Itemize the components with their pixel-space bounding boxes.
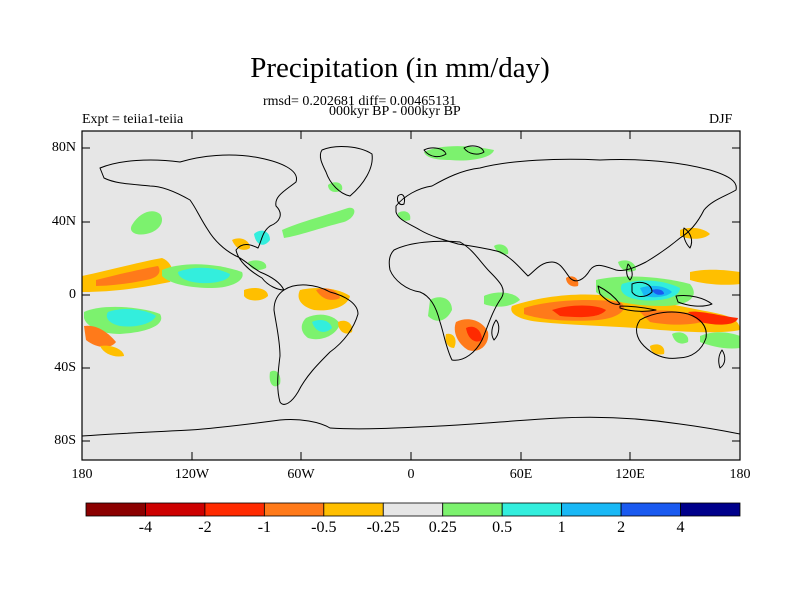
season-label: DJF [709, 112, 733, 127]
anomaly-orange-scs [566, 276, 579, 287]
colorbar-swatch [323, 502, 384, 517]
colorbar-swatch [204, 502, 265, 517]
colorbar-swatch [561, 502, 622, 517]
anomaly-cyan-brazil [312, 320, 332, 332]
lon-label-120e: 120E [615, 467, 645, 482]
lon-label-60e: 60E [509, 467, 533, 482]
colorbar-swatch [145, 502, 206, 517]
coastline-australia [636, 311, 707, 359]
anomaly-orange-south-pacific [84, 325, 116, 348]
colorbar-swatch [85, 502, 146, 517]
anomaly-orange-eq-atlantic [316, 288, 340, 300]
colorbar-swatch [620, 502, 681, 517]
anomaly-orange-south-atlantic [338, 320, 353, 334]
coastline-north-america [99, 154, 297, 291]
anomaly-red-indian-ocean [552, 305, 606, 318]
anomaly-green-mideast [494, 244, 509, 255]
lon-label-120w: 120W [174, 467, 210, 482]
anomaly-cyan-south-pacific [106, 309, 156, 327]
anomaly-green-npacific [130, 211, 163, 235]
colorbar-swatch [263, 502, 325, 517]
lat-label-40n: 40N [51, 214, 76, 229]
colorbar-swatch [442, 502, 503, 517]
coastline-philippines [626, 263, 633, 281]
lon-label-0: 0 [407, 467, 415, 482]
lon-label-60w: 60W [287, 467, 315, 482]
lat-ticks [82, 147, 740, 442]
coastline-south-america [273, 284, 359, 405]
coastlines [82, 145, 740, 437]
coastline-new-guinea [675, 295, 713, 307]
coastline-greenland [319, 146, 373, 197]
anomaly-yellow-w-pacific [690, 269, 740, 285]
anomaly-green-central-africa [428, 297, 452, 321]
anomaly-orange-east-pacific [244, 288, 268, 301]
colorbar-label: -0.5 [311, 519, 337, 536]
anomaly-orange-caribbean [232, 238, 250, 250]
colorbar-swatch [501, 502, 563, 517]
coastline-sumatra [597, 285, 621, 305]
anomaly-redorange-tropical-pacific [96, 266, 160, 286]
colorbar-label: 0.5 [492, 519, 513, 536]
coastline-madagascar [491, 319, 500, 341]
lat-label-80n: 80N [51, 140, 76, 155]
colorbar-swatch [382, 502, 444, 517]
lon-ticks [81, 131, 741, 460]
colorbar-label: 0.25 [428, 519, 457, 536]
anomaly-green-natlantic [282, 207, 355, 238]
anomaly-cyan-central-pacific [178, 267, 230, 284]
rmsd-diff-text: rmsd= 0.202681 diff= 0.00465131 [263, 94, 457, 109]
colorbar-label: -2 [198, 519, 212, 536]
anomaly-green-east-australia [672, 332, 689, 344]
lon-label-180-right: 180 [729, 467, 751, 482]
colorbar-swatch [680, 502, 741, 517]
lat-label-40s: 40S [54, 360, 76, 375]
colorbar-label: 2 [617, 519, 626, 536]
coastline-antarctica [82, 416, 740, 437]
colorbar-label: -0.25 [366, 519, 400, 536]
anomaly-yellow-sw-africa [445, 333, 456, 348]
lat-label-equator: 0 [69, 287, 76, 302]
coastline-eurasia [395, 158, 737, 282]
coastline-british-isles [397, 193, 405, 205]
lat-label-80s: 80S [54, 433, 76, 448]
coastline-java [619, 305, 657, 312]
coastline-africa [388, 240, 504, 361]
experiment-label: Expt = teiia1-teiia [82, 112, 184, 127]
map-title: Precipitation (in mm/day) [250, 52, 550, 84]
precip-anomaly-layer [82, 146, 740, 387]
period-text: 000kyr BP - 000kyr BP [329, 104, 461, 119]
anomaly-yellow-south-pacific [100, 345, 124, 357]
coastline-new-zealand [718, 349, 726, 369]
lon-label-180-left: 180 [71, 467, 93, 482]
anomaly-yellow-south-australia [650, 344, 665, 355]
anomaly-red-south-africa [466, 326, 482, 342]
colorbar-label: -1 [257, 519, 272, 536]
anomaly-green-east-africa [484, 292, 520, 307]
anomaly-green-sw-pacific [700, 332, 740, 349]
colorbar-label: -4 [138, 519, 153, 536]
coastline-svalbard [463, 145, 485, 155]
coastline-japan [683, 227, 693, 249]
colorbar-label: 4 [676, 519, 685, 536]
colorbar [85, 502, 741, 517]
anomaly-darkblue-maritime [652, 289, 664, 295]
anomaly-green-siberia [398, 211, 411, 221]
coastline-borneo [631, 281, 653, 297]
colorbar-label: 1 [557, 519, 566, 536]
coastline-arctic-islands [423, 147, 447, 158]
